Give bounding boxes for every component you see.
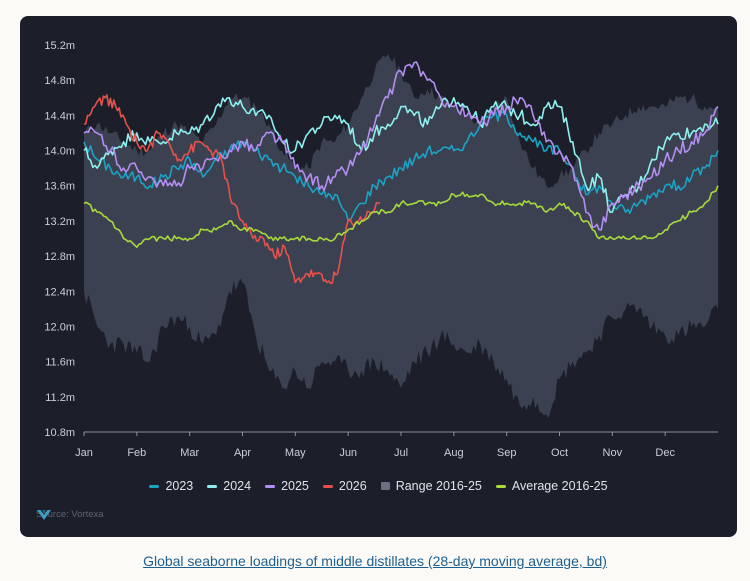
y-tick-label: 13.2m — [44, 216, 75, 228]
source-text: Source: Vortexa — [36, 509, 104, 520]
legend-item-range[interactable]: Range 2016-25 — [380, 479, 482, 493]
x-tick-label: Oct — [551, 447, 568, 459]
x-tick-label: Sep — [497, 447, 517, 459]
legend-item-2023[interactable]: 2023 — [149, 479, 193, 493]
y-tick-label: 12.0m — [44, 322, 75, 334]
legend-item-2024[interactable]: 2024 — [207, 479, 251, 493]
y-tick-label: 14.4m — [44, 110, 75, 122]
legend-swatch-2026 — [322, 484, 333, 488]
legend-swatch-range — [380, 482, 390, 490]
chart-plot: 10.8m 11.2m 11.6m 12.0m 12.4m 12.8m 13.2m 13.6m… — [44, 40, 719, 459]
figure-caption[interactable]: Global seaborne loadings of middle disti… — [143, 553, 607, 569]
y-tick-label: 11.6m — [45, 357, 75, 369]
legend-label-2026: 2026 — [338, 479, 367, 493]
x-tick-label: Jun — [339, 447, 357, 459]
legend-label-range: Range 2016-25 — [395, 479, 482, 493]
x-tick-label: Feb — [127, 447, 146, 459]
source-note: Source: Vortexa — [36, 509, 104, 520]
legend-label-2023: 2023 — [165, 479, 194, 493]
series-line-2025 — [83, 61, 719, 231]
x-tick-label: Apr — [234, 447, 251, 459]
x-tick-label: Jul — [394, 447, 408, 459]
y-tick-label: 13.6m — [44, 181, 75, 193]
y-tick-label: 15.2m — [44, 40, 75, 52]
legend-swatch-2024 — [207, 484, 218, 488]
vortexa-logo-icon — [37, 510, 51, 520]
x-tick-label: Aug — [444, 447, 464, 459]
series-line-average-2016-25 — [83, 185, 719, 249]
legend-label-2024: 2024 — [223, 479, 252, 493]
range-band — [84, 53, 718, 418]
y-tick-label: 12.8m — [44, 251, 75, 263]
y-tick-label: 14.8m — [44, 75, 75, 87]
y-tick-label: 10.8m — [44, 427, 75, 439]
series-line-2024 — [83, 97, 719, 213]
legend-label-2025: 2025 — [281, 479, 309, 493]
legend-item-2026[interactable]: 2026 — [322, 479, 367, 493]
legend-swatch-2023 — [149, 484, 160, 488]
chart-legend: 2023 2024 2025 2026 Range 2016-25 Averag… — [20, 479, 737, 493]
legend-item-average[interactable]: Average 2016-25 — [495, 479, 608, 493]
x-tick-label: Mar — [180, 447, 199, 459]
legend-item-2025[interactable]: 2025 — [265, 479, 309, 493]
legend-swatch-2025 — [265, 484, 276, 488]
x-tick-label: May — [285, 447, 306, 459]
y-tick-label: 12.4m — [44, 286, 75, 298]
series-line-2026 — [83, 94, 381, 285]
legend-label-average: Average 2016-25 — [511, 479, 608, 493]
x-tick-label: Nov — [603, 447, 623, 459]
y-tick-label: 14.0m — [44, 146, 75, 158]
legend-swatch-average — [495, 484, 506, 488]
y-tick-label: 11.2m — [45, 392, 75, 404]
chart-card: 10.8m 11.2m 11.6m 12.0m 12.4m 12.8m 13.2m 13.6m… — [20, 16, 737, 537]
x-tick-label: Jan — [75, 447, 93, 459]
x-tick-label: Dec — [655, 447, 675, 459]
